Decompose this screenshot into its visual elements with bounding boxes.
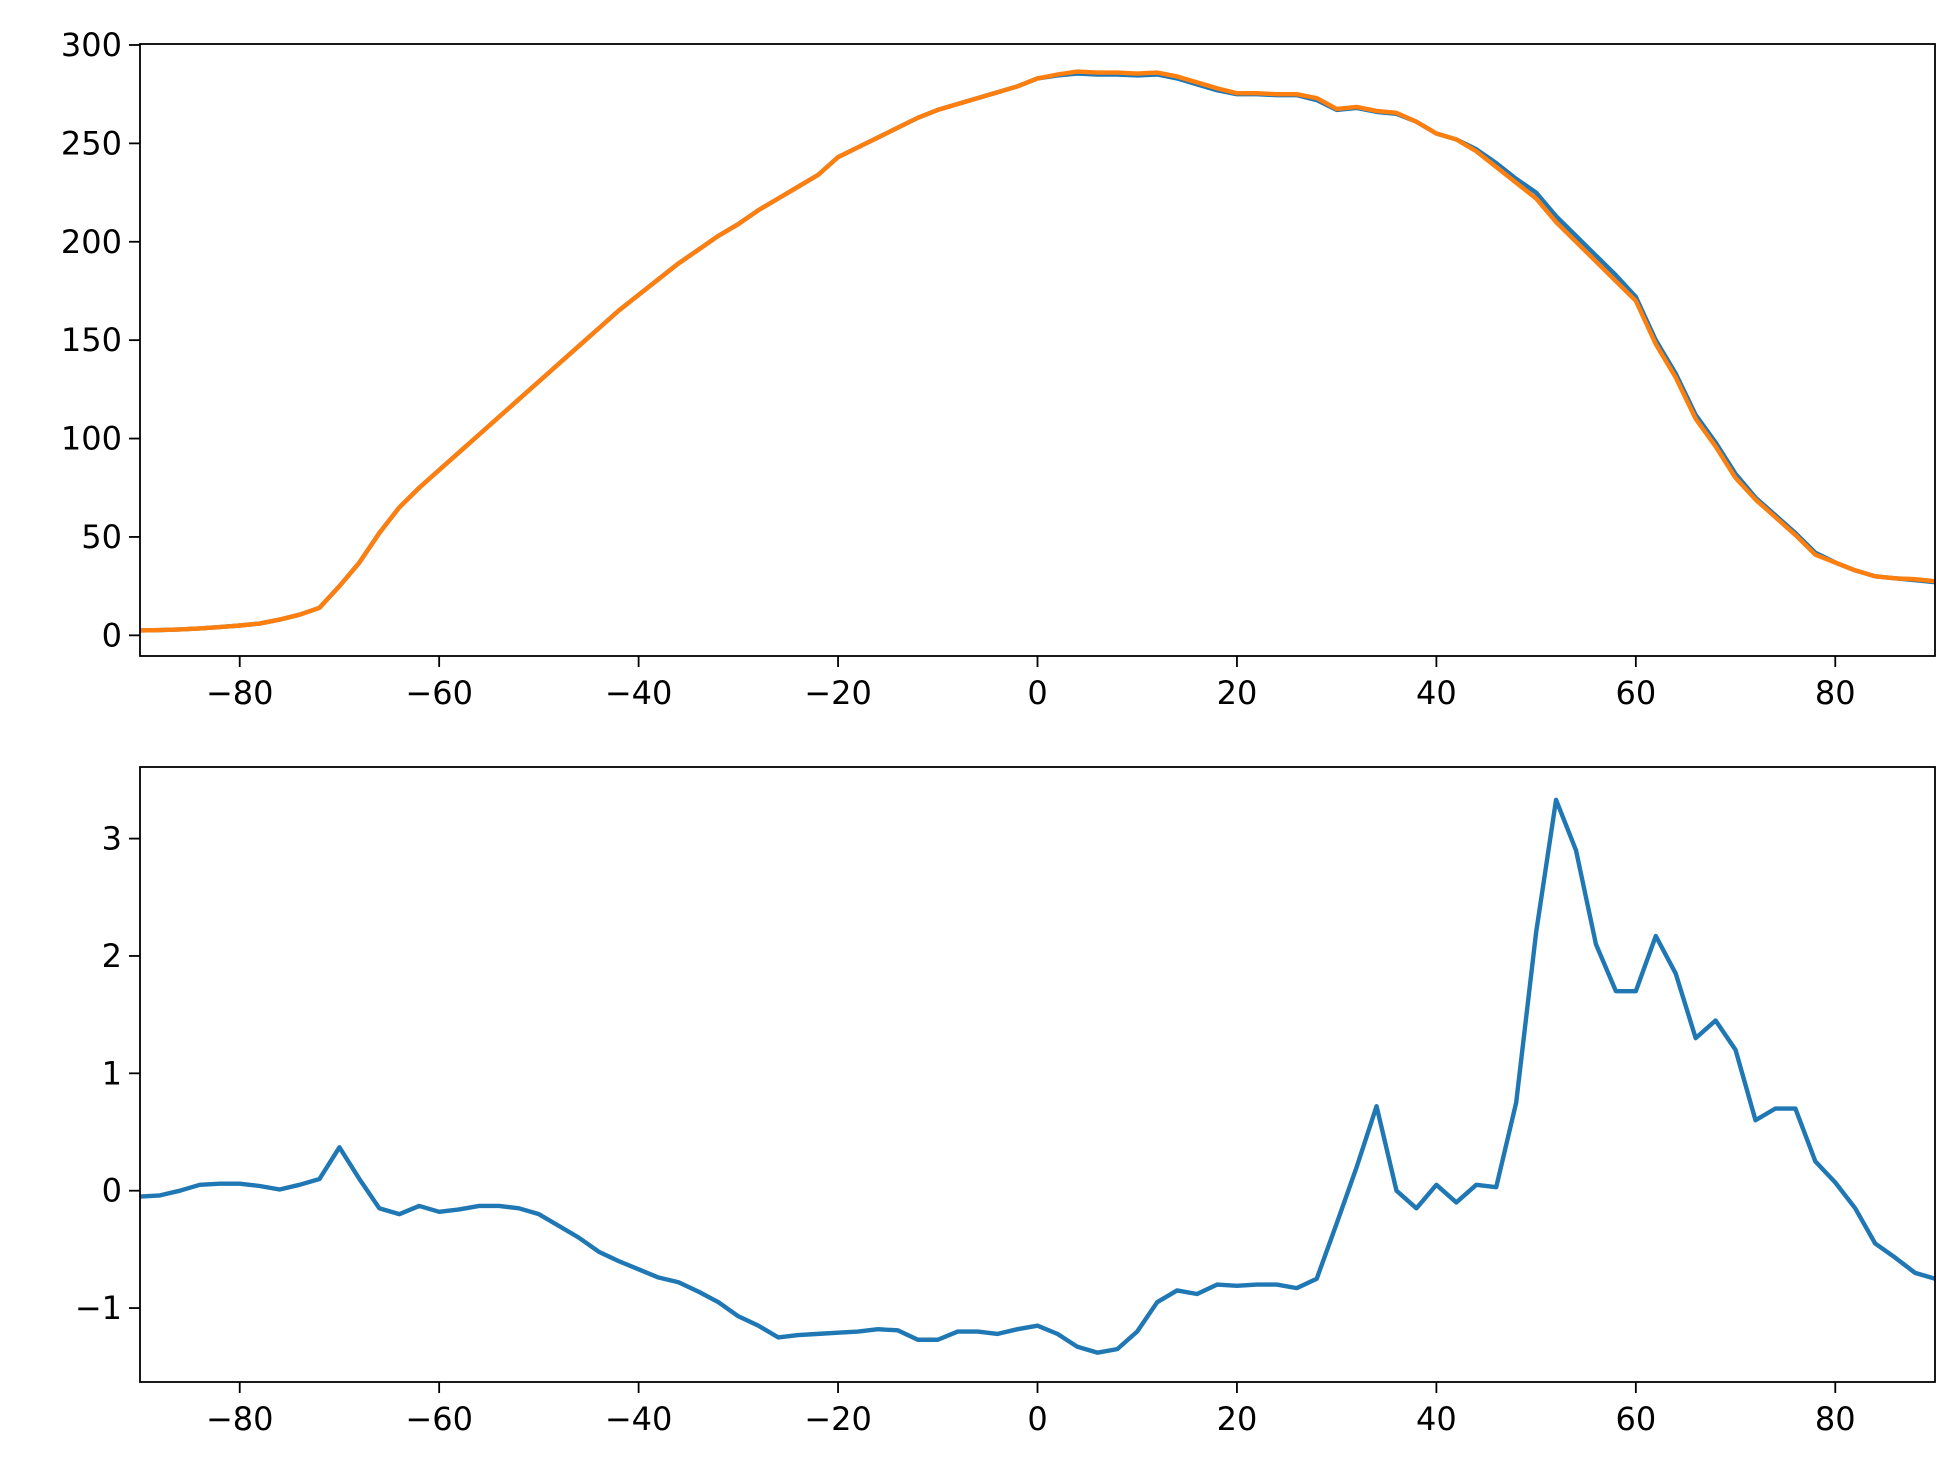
x-tick-label: −80 <box>206 1400 274 1438</box>
y-tick-label: −1 <box>75 1289 122 1327</box>
x-tick-label: 0 <box>1027 674 1047 712</box>
y-tick-label: 0 <box>102 616 122 654</box>
y-tick-label: 300 <box>61 26 122 64</box>
data-line <box>140 69 1935 633</box>
x-tick-label: 60 <box>1615 1400 1656 1438</box>
x-tick-label: 80 <box>1815 1400 1856 1438</box>
y-tick-label: 1 <box>102 1054 122 1092</box>
x-tick-label: 20 <box>1217 1400 1258 1438</box>
y-tick-label: 200 <box>61 223 122 261</box>
x-tick-label: 60 <box>1615 674 1656 712</box>
x-tick-label: −40 <box>605 1400 673 1438</box>
data-line <box>140 71 1935 633</box>
y-tick-label: 2 <box>102 937 122 975</box>
x-tick-label: −20 <box>804 674 872 712</box>
x-tick-label: −20 <box>804 1400 872 1438</box>
x-tick-label: 20 <box>1217 674 1258 712</box>
y-tick-label: 100 <box>61 420 122 458</box>
x-tick-label: 40 <box>1416 674 1457 712</box>
y-tick-label: 0 <box>102 1172 122 1210</box>
y-tick-label: 50 <box>81 518 122 556</box>
x-tick-label: 80 <box>1815 674 1856 712</box>
x-tick-label: −40 <box>605 674 673 712</box>
plot-frame <box>139 766 1936 1383</box>
x-tick-label: −80 <box>206 674 274 712</box>
x-tick-label: −60 <box>405 1400 473 1438</box>
y-tick-label: 250 <box>61 124 122 162</box>
x-tick-label: −60 <box>405 674 473 712</box>
x-tick-label: 0 <box>1027 1400 1047 1438</box>
plot-frame <box>139 43 1936 657</box>
y-tick-label: 150 <box>61 321 122 359</box>
y-tick-label: 3 <box>102 820 122 858</box>
x-tick-label: 40 <box>1416 1400 1457 1438</box>
data-line <box>140 797 1935 1355</box>
